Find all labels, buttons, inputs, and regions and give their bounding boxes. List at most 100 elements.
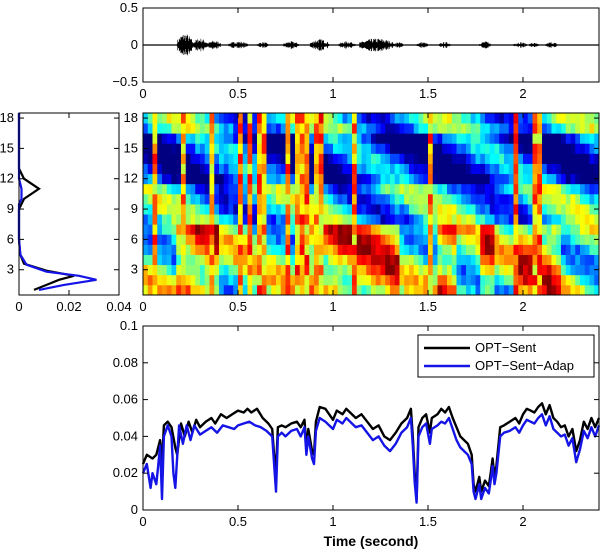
heatmap-cell [594,244,600,255]
heatmap-cell [157,224,163,235]
heatmap-cell [508,284,514,296]
heatmap-cell [437,204,443,215]
heatmap-cell [152,204,158,215]
heatmap-cell [185,123,191,134]
heatmap-cell [523,224,529,235]
heatmap-cell [233,113,239,124]
heatmap-cell [375,133,381,144]
heatmap-cell [489,153,495,164]
heatmap-cell [371,244,377,255]
heatmap-cell [280,163,286,175]
heatmap-cell [352,224,358,235]
heatmap-cell [166,204,172,215]
heatmap-cell [228,183,234,195]
heatmap-cell [318,264,324,276]
heatmap-cell [257,163,263,175]
heatmap-cell [271,153,277,164]
x-tick-label: 0 [15,299,22,314]
heatmap-cell [328,133,334,144]
heatmap-cell [185,204,191,215]
heatmap-cell [219,244,225,255]
heatmap-cell [371,123,377,134]
heatmap-cell [223,204,229,215]
heatmap-cell [546,143,552,154]
heatmap-cell [480,254,486,266]
heatmap-cell [423,163,429,175]
heatmap-cell [551,133,557,144]
series-line-opt-sent-adap [141,413,600,504]
heatmap-cell [166,254,172,266]
heatmap-cell [409,284,415,296]
heatmap-cell [152,143,158,154]
heatmap-cell [537,284,543,296]
heatmap-cell [413,254,419,266]
y-tick-label: 3 [7,262,14,277]
heatmap-cell [223,183,229,195]
heatmap-cell [337,173,343,185]
heatmap-cell [489,143,495,154]
heatmap-cell [157,234,163,245]
heatmap-cell [375,153,381,164]
heatmap-cell [556,224,562,235]
heatmap-cell [290,123,296,134]
heatmap-cell [285,234,291,245]
heatmap-cell [394,113,400,124]
heatmap-cell [466,244,472,255]
heatmap-cell [584,193,590,205]
heatmap-cell [171,284,177,296]
heatmap-cell [461,113,467,124]
heatmap-cell [295,193,301,205]
heatmap-cell [299,133,305,144]
heatmap-cell [390,214,396,225]
heatmap-cell [309,163,315,175]
heatmap-cell [527,153,533,164]
x-tick-label: 0.5 [229,299,247,314]
heatmap-cell [532,254,538,266]
heatmap-cell [447,163,453,175]
heatmap-cell [390,224,396,235]
heatmap-cell [561,214,567,225]
heatmap-cell [409,264,415,276]
heatmap-cell [337,274,343,286]
heatmap-cell [152,244,158,255]
heatmap-cell [499,113,505,124]
heatmap-cell [304,153,310,164]
heatmap-cell [485,163,491,175]
heatmap-cell [580,183,586,195]
heatmap-cell [399,153,405,164]
heatmap-cell [195,204,201,215]
heatmap-cell [485,183,491,195]
heatmap-cell [466,173,472,185]
heatmap-cell [556,264,562,276]
heatmap-cell [551,214,557,225]
heatmap-cell [409,244,415,255]
heatmap-cell [276,264,282,276]
heatmap-cell [280,133,286,144]
heatmap-cell [238,133,244,144]
heatmap-cell [157,193,163,205]
heatmap-cell [285,274,291,286]
heatmap-cell [556,193,562,205]
heatmap-cell [380,163,386,175]
heatmap-cell [162,254,168,266]
heatmap-cell [589,224,595,235]
heatmap-cell [152,254,158,266]
heatmap-cell [432,153,438,164]
heatmap-cell [314,123,320,134]
heatmap-cell [361,183,367,195]
heatmap-cell [228,173,234,185]
heatmap-cell [190,224,196,235]
heatmap-cell [423,254,429,266]
heatmap-cell [223,274,229,286]
heatmap-cell [176,173,182,185]
heatmap-cell [399,173,405,185]
heatmap-cell [551,244,557,255]
heatmap-cell [209,123,215,134]
heatmap-cell [518,133,524,144]
heatmap-cell [451,204,457,215]
heatmap-cell [247,183,253,195]
heatmap-cell [532,193,538,205]
heatmap-cell [266,183,272,195]
heatmap-cell [423,244,429,255]
heatmap-cell [238,123,244,134]
